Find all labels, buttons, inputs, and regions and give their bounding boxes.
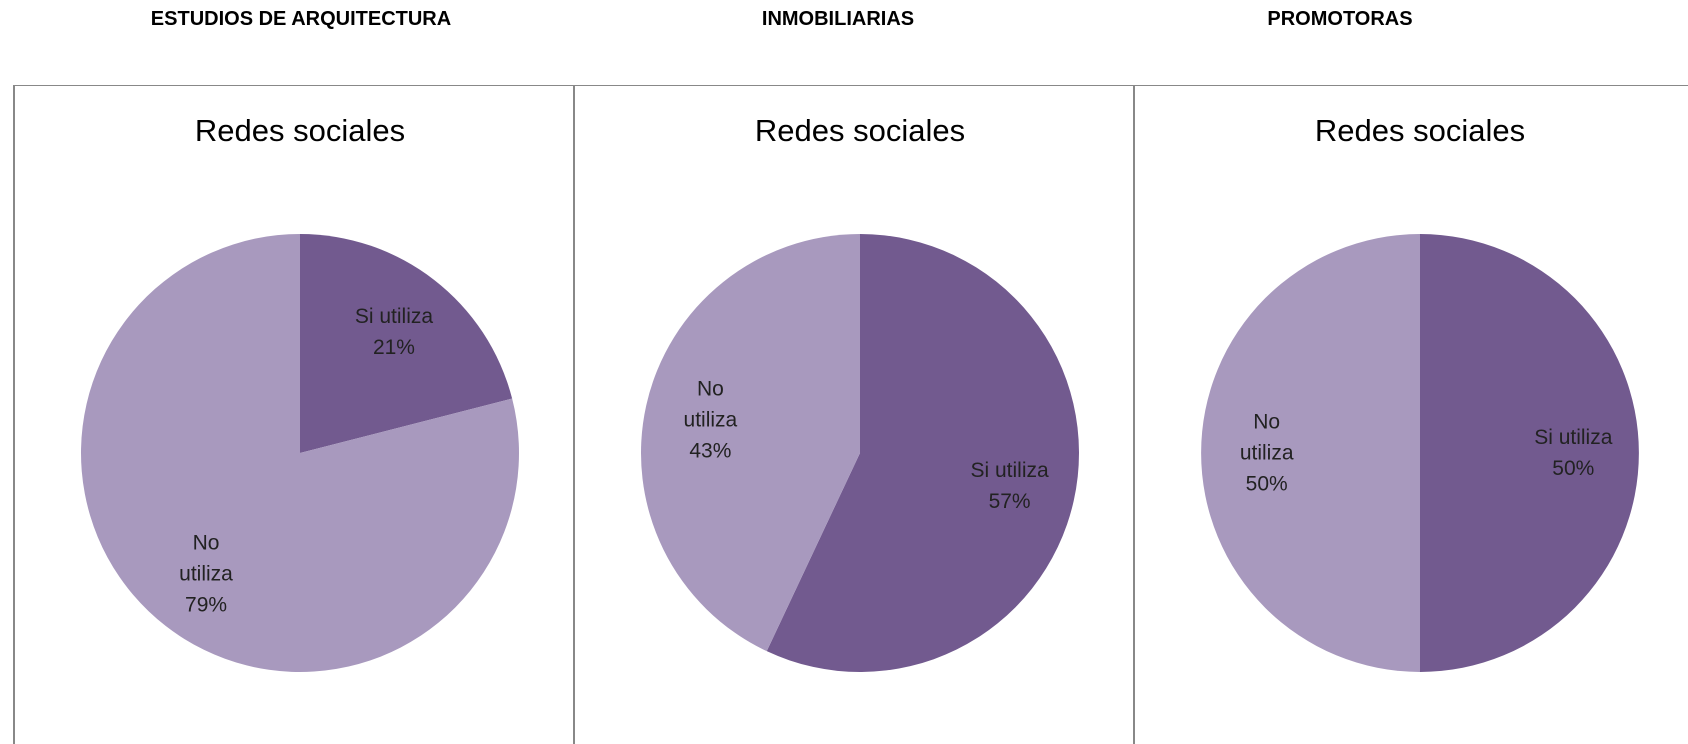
chart: Redes sociales <box>641 113 1080 672</box>
chart-title: Redes sociales <box>195 113 405 148</box>
section-heading: ESTUDIOS DE ARQUITECTURA <box>150 8 452 30</box>
slice-value: 57% <box>988 490 1031 514</box>
chart-title: Redes sociales <box>755 113 965 148</box>
section-heading: PROMOTORAS <box>1267 8 1413 30</box>
chart-title: Redes sociales <box>1315 113 1525 148</box>
chart-panel: Redes sociales Si utiliza 57% No utiliza 43% <box>573 85 1133 744</box>
slice-category: No utiliza <box>683 377 738 432</box>
slice-label: Si utiliza 50% <box>1513 422 1633 484</box>
slice-category: No utiliza <box>1239 410 1294 465</box>
slice-category: Si utiliza <box>1534 426 1613 449</box>
chart: Redes sociales <box>1201 113 1639 672</box>
slice-category: Si utiliza <box>970 459 1049 483</box>
slice-value: 21% <box>372 335 415 359</box>
slice-label: No utiliza 50% <box>1232 407 1302 500</box>
section-heading: INMOBILIARIAS <box>761 8 915 30</box>
slice-label: Si utiliza 57% <box>950 455 1070 517</box>
pie-slice <box>81 234 520 672</box>
slice-value: 79% <box>185 593 228 617</box>
slice-value: 50% <box>1245 472 1288 496</box>
pie-slice <box>766 234 1080 672</box>
pie-slice <box>1420 234 1639 672</box>
chart-panel: Redes sociales Si utiliza 50% No utiliza 50% <box>1133 85 1688 744</box>
pie-slice <box>641 234 860 652</box>
chart-panel: Redes sociales Si utiliza 21% No utiliza 79% <box>13 85 573 744</box>
chart: Redes sociales <box>81 113 520 672</box>
slice-label: No utiliza 43% <box>675 373 745 466</box>
slice-label: Si utiliza 21% <box>334 301 454 363</box>
pie-slice <box>300 234 513 453</box>
slice-value: 50% <box>1552 457 1595 480</box>
slice-label: No utiliza 79% <box>171 528 241 621</box>
slice-value: 43% <box>689 439 732 463</box>
slice-category: No utiliza <box>179 531 233 586</box>
slice-category: Si utiliza <box>354 304 434 328</box>
pie-slice <box>1201 234 1420 672</box>
